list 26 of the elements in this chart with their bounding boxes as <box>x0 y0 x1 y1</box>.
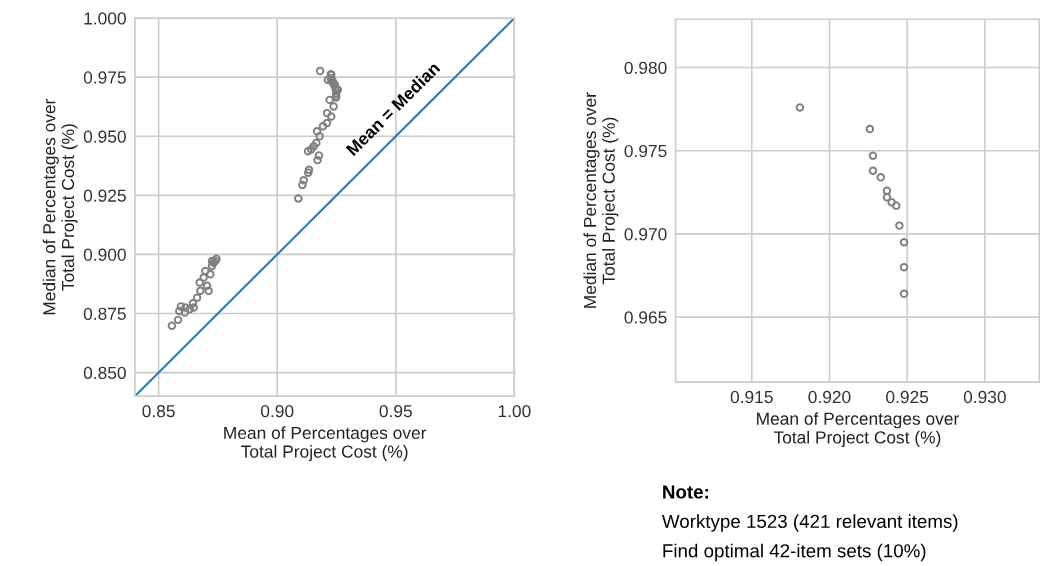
x-tick-label: 0.85 <box>142 404 175 418</box>
y-tick-label: 1.000 <box>84 12 126 25</box>
y-axis-title: Median of Percentages over Total Project Cost (%) <box>42 98 78 315</box>
text: Worktype 1523 (421 relevant items) <box>661 514 958 532</box>
y-axis-title: Median of Percentages over Total Project Cost (%) <box>583 92 619 308</box>
x-tick-label: 0.930 <box>963 390 1006 404</box>
x-axis-title: Mean of Percentages over Total Project Cost (%) <box>224 426 427 462</box>
y-tick-label: 0.975 <box>83 71 126 84</box>
y-tick-label: 0.875 <box>83 307 126 320</box>
y-tick-label: 0.850 <box>83 366 126 380</box>
y-tick-label: 0.950 <box>83 130 126 143</box>
y-tick-label: 0.900 <box>83 248 126 261</box>
y-tick-label: 0.965 <box>624 311 667 324</box>
x-tick-label: 0.915 <box>730 390 773 404</box>
x-tick-label: 0.95 <box>379 404 412 418</box>
x-tick-label: 0.90 <box>260 404 294 418</box>
x-tick-label: 1.00 <box>498 404 531 418</box>
text: Find optimal 42-item sets (10%) <box>663 543 926 562</box>
x-tick-label: 0.920 <box>808 390 851 404</box>
y-tick-label: 0.975 <box>624 144 667 158</box>
y-tick-label: 0.980 <box>624 61 667 74</box>
text: Note: <box>663 485 709 499</box>
x-tick-label: 0.925 <box>886 390 929 404</box>
x-axis-title: Mean of Percentages over Total Project Cost (%) <box>757 412 959 448</box>
y-tick-label: 0.970 <box>624 228 667 241</box>
y-tick-label: 0.925 <box>83 189 126 202</box>
